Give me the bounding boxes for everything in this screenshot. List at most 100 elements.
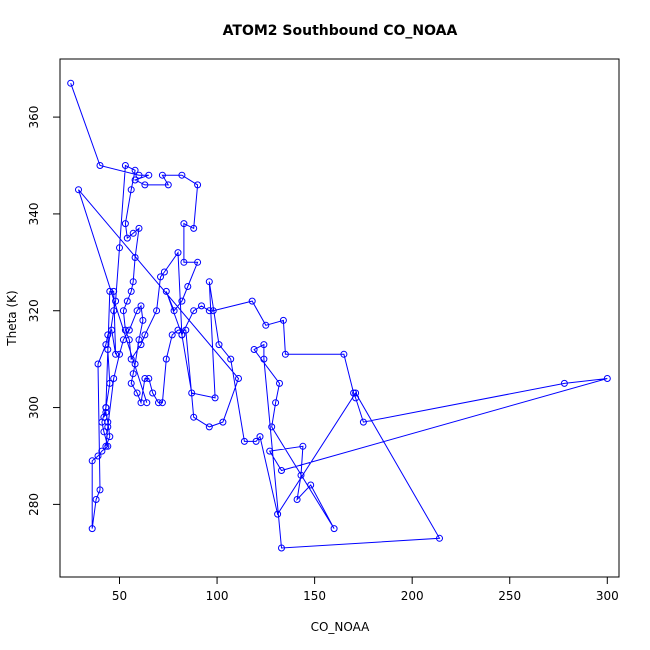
data-point xyxy=(106,287,114,295)
data-point xyxy=(260,341,268,349)
data-point xyxy=(164,181,172,189)
data-point xyxy=(211,394,219,402)
data-point xyxy=(106,379,114,387)
data-point xyxy=(293,496,301,503)
x-tick-label: 100 xyxy=(206,589,229,603)
data-point xyxy=(155,399,162,407)
data-point xyxy=(209,307,217,315)
data-point xyxy=(194,181,202,189)
data-point xyxy=(299,442,307,450)
data-point xyxy=(75,186,82,194)
y-axis-label: Theta (K) xyxy=(5,290,19,346)
data-point xyxy=(215,341,223,349)
data-point xyxy=(116,350,123,358)
data-point xyxy=(133,389,141,397)
data-point xyxy=(162,287,170,295)
data-point xyxy=(139,316,147,324)
data-point xyxy=(94,360,102,368)
data-point xyxy=(104,418,112,426)
data-point xyxy=(182,326,190,334)
data-point xyxy=(330,525,338,533)
x-tick-label: 200 xyxy=(401,589,424,603)
data-point xyxy=(281,350,289,358)
data-point xyxy=(96,162,104,169)
x-tick-label: 250 xyxy=(498,589,521,603)
data-point xyxy=(168,331,176,339)
data-point xyxy=(102,341,110,349)
data-point xyxy=(104,423,112,431)
data-point xyxy=(436,534,443,542)
data-point xyxy=(102,408,110,416)
series-co-noaa xyxy=(67,79,611,552)
data-point xyxy=(88,525,96,533)
data-point xyxy=(266,447,274,455)
data-point xyxy=(96,486,104,494)
data-point xyxy=(127,186,135,194)
data-point xyxy=(145,171,153,179)
data-point xyxy=(174,326,182,334)
data-point xyxy=(205,278,213,286)
data-point xyxy=(160,268,168,276)
data-point xyxy=(276,379,283,387)
data-point xyxy=(260,355,268,363)
data-point xyxy=(184,283,192,290)
data-point xyxy=(112,297,120,305)
data-point xyxy=(110,375,118,382)
y-tick-label: 360 xyxy=(27,106,41,129)
data-point xyxy=(127,287,135,295)
y-axis: 280 300 320 340 360 xyxy=(27,106,61,516)
x-tick-label: 150 xyxy=(303,589,326,603)
data-point xyxy=(127,379,135,387)
data-point xyxy=(190,224,198,232)
data-point xyxy=(141,181,149,189)
data-point xyxy=(180,258,188,266)
data-point xyxy=(108,326,116,334)
data-point xyxy=(123,234,131,242)
data-point xyxy=(106,433,114,441)
data-point xyxy=(352,394,360,402)
data-point xyxy=(141,375,149,382)
series-line xyxy=(70,83,608,549)
data-point xyxy=(268,423,276,431)
data-point xyxy=(250,346,258,353)
data-point xyxy=(158,171,166,179)
data-point xyxy=(188,389,196,397)
data-point xyxy=(252,437,260,445)
data-point xyxy=(340,350,348,358)
data-point xyxy=(131,176,139,184)
y-tick-label: 340 xyxy=(27,202,41,225)
y-tick-label: 320 xyxy=(27,299,41,322)
data-point xyxy=(149,389,157,397)
data-point xyxy=(102,442,110,450)
data-point xyxy=(178,331,186,339)
data-point xyxy=(359,418,367,426)
data-point xyxy=(137,302,145,310)
data-point xyxy=(190,307,198,315)
data-point xyxy=(297,471,305,479)
data-point xyxy=(603,375,611,382)
data-point xyxy=(227,355,235,363)
data-point xyxy=(88,457,96,465)
data-point xyxy=(143,399,151,407)
data-point xyxy=(98,447,106,455)
data-point xyxy=(119,336,127,344)
data-point xyxy=(129,278,137,286)
data-point xyxy=(153,307,161,315)
data-point xyxy=(274,510,282,518)
x-tick-label: 300 xyxy=(596,589,619,603)
data-point xyxy=(279,316,287,324)
data-point xyxy=(352,389,360,397)
y-tick-label: 280 xyxy=(27,493,41,516)
data-point xyxy=(67,79,75,87)
x-axis: 50 100 150 200 250 300 xyxy=(112,576,619,603)
data-point xyxy=(219,418,227,426)
data-point xyxy=(94,452,102,460)
y-tick-label: 300 xyxy=(27,396,41,419)
data-point xyxy=(92,496,100,503)
data-point xyxy=(133,307,141,315)
data-point xyxy=(235,375,242,382)
data-point xyxy=(104,442,112,450)
data-point xyxy=(131,360,139,368)
data-point xyxy=(178,297,186,305)
data-point xyxy=(123,297,131,305)
